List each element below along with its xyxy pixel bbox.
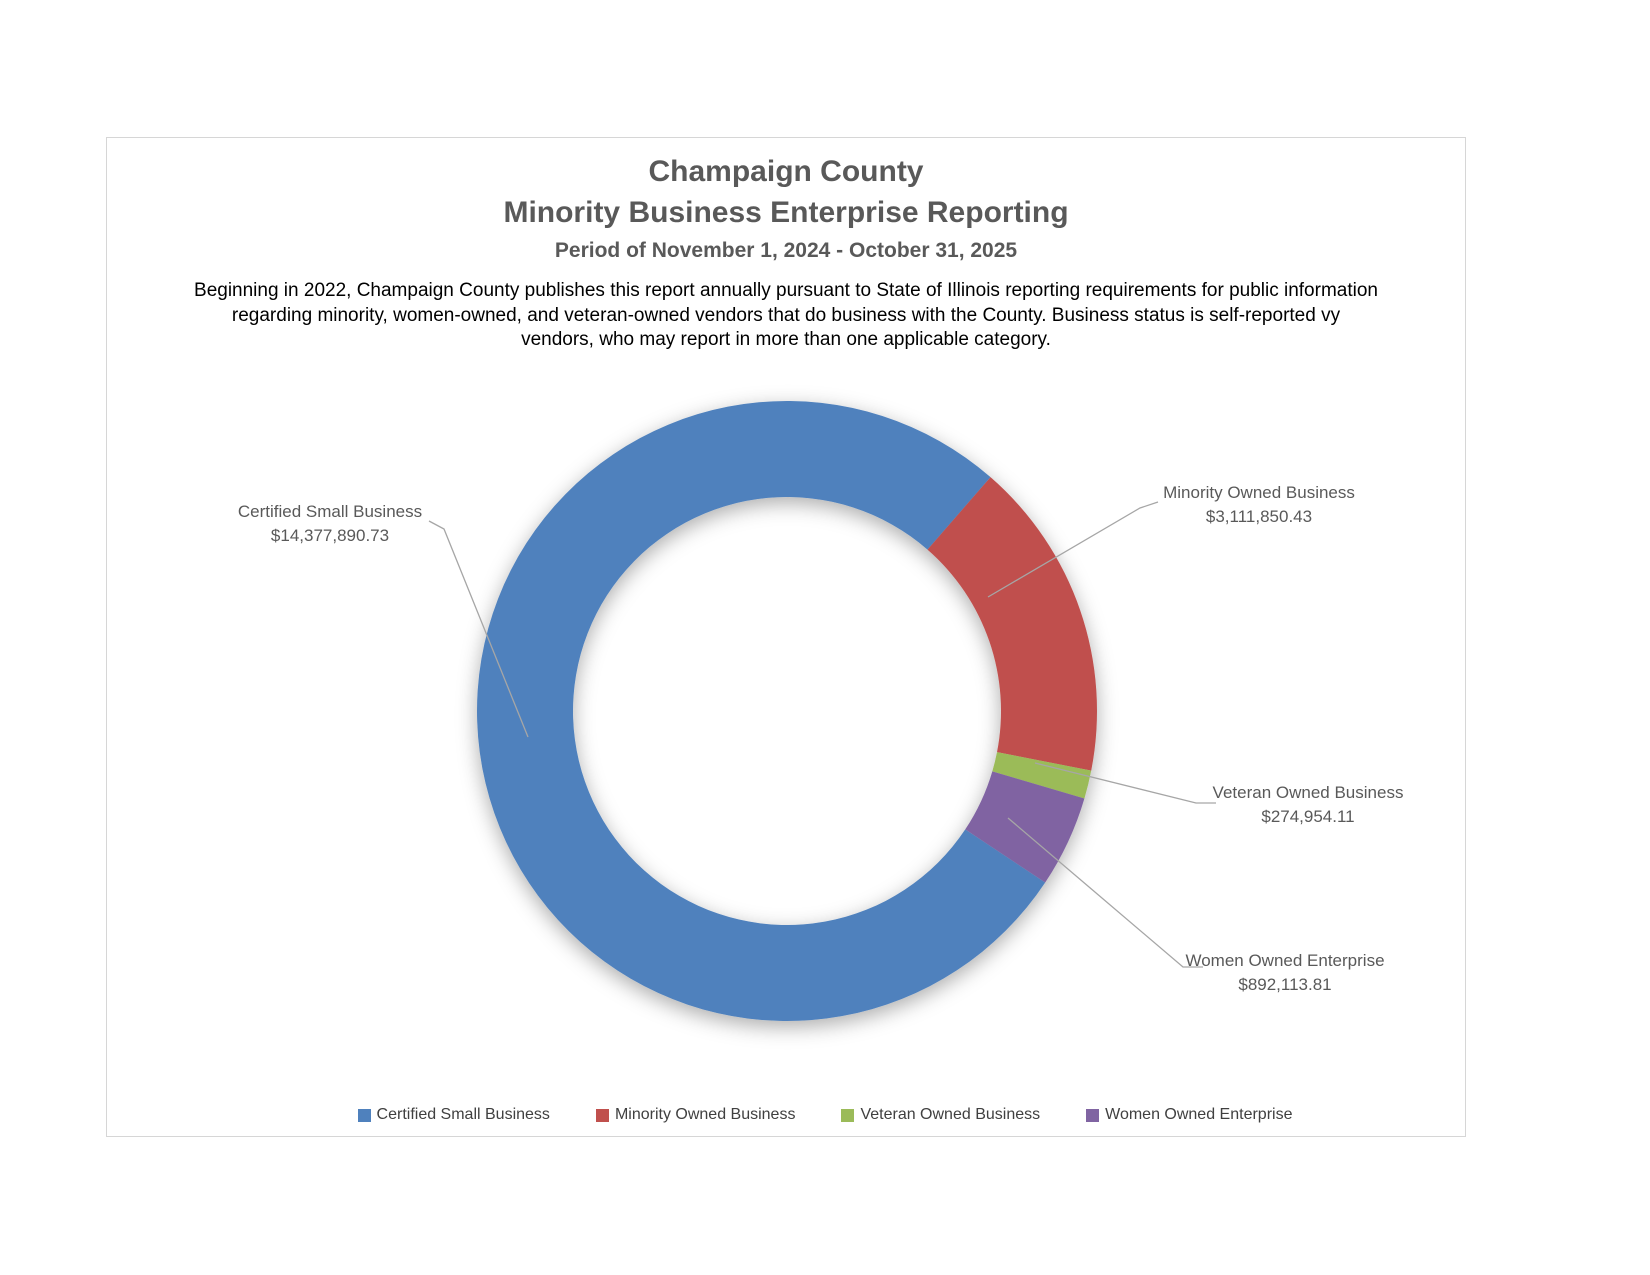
chart-label-name: Veteran Owned Business — [1212, 783, 1404, 802]
chart-label-name: Minority Owned Business — [1163, 483, 1355, 502]
chart-label-value: $3,111,850.43 — [1205, 507, 1313, 526]
report-subtitle: Minority Business Enterprise Reporting — [503, 196, 1069, 229]
legend-item-veteran-owned-business: Veteran Owned Business — [841, 1106, 1040, 1124]
chart-label-veteran-owned-business: Veteran Owned Business $274,954.11 — [1213, 781, 1404, 829]
legend-item-certified-small-business: Certified Small Business — [357, 1106, 550, 1124]
chart-label-name: Women Owned Enterprise — [1185, 951, 1385, 970]
chart-label-value: $274,954.11 — [1261, 807, 1355, 826]
report-title: Champaign County — [648, 155, 924, 188]
legend-item-minority-owned-business: Minority Owned Business — [595, 1106, 796, 1124]
report-description: Beginning in 2022, Champaign County publ… — [194, 280, 1378, 350]
legend-swatch-veteran-owned-business — [841, 1108, 855, 1122]
chart-label-name: Certified Small Business — [237, 502, 423, 521]
legend-label: Women Owned Enterprise — [1105, 1106, 1293, 1123]
legend-label: Minority Owned Business — [614, 1106, 796, 1123]
legend-swatch-women-owned-enterprise — [1086, 1108, 1100, 1122]
legend-label: Certified Small Business — [376, 1106, 550, 1123]
chart-label-certified-small-business: Certified Small Business $14,377,890.73 — [238, 500, 422, 548]
legend-swatch-certified-small-business — [357, 1108, 371, 1122]
legend-swatch-minority-owned-business — [595, 1108, 609, 1122]
chart-label-value: $14,377,890.73 — [270, 526, 390, 545]
chart-label-value: $892,113.81 — [1238, 975, 1332, 994]
legend-label: Veteran Owned Business — [860, 1106, 1041, 1123]
chart-label-minority-owned-business: Minority Owned Business $3,111,850.43 — [1163, 481, 1355, 529]
legend-item-women-owned-enterprise: Women Owned Enterprise — [1086, 1106, 1292, 1124]
report-period: Period of November 1, 2024 - October 31,… — [554, 239, 1018, 262]
chart-label-women-owned-enterprise: Women Owned Enterprise $892,113.81 — [1185, 949, 1384, 997]
chart-legend: Certified Small Business Minority Owned … — [144, 1106, 1506, 1124]
